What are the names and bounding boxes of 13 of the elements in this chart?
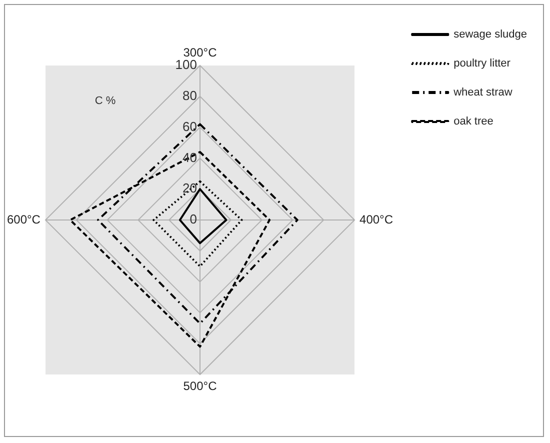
legend-label: poultry litter xyxy=(454,58,511,70)
spoke-label: 400°C xyxy=(360,212,394,226)
spoke-label: 600°C xyxy=(6,212,41,226)
legend-label: sewage sludge xyxy=(454,28,528,41)
y-tick-label: 80 xyxy=(182,88,197,103)
spoke-label: 500°C xyxy=(183,379,218,394)
text: C % xyxy=(94,95,116,108)
y-tick-label: 100 xyxy=(175,57,197,72)
spoke-label: 300°C xyxy=(183,46,218,60)
legend-label: oak tree xyxy=(454,116,494,128)
y-tick-label: 0 xyxy=(190,212,197,227)
legend-label: wheat straw xyxy=(452,86,512,99)
y-tick-label: 60 xyxy=(182,118,197,134)
